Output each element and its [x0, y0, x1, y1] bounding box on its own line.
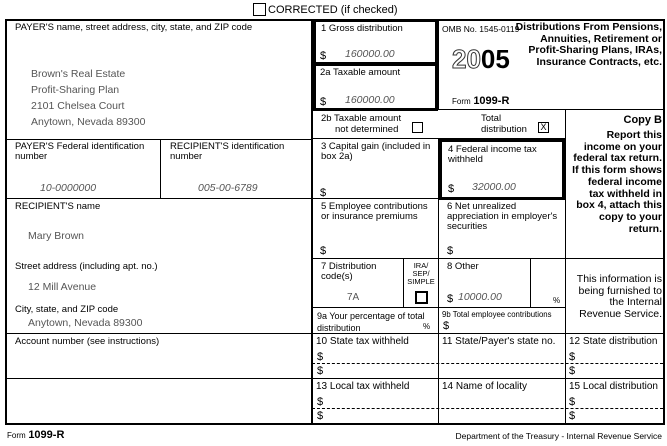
box11-label: 11 State/Payer's state no.: [442, 336, 556, 347]
payer-fed-id[interactable]: 10-0000000: [40, 182, 97, 194]
divider: [311, 19, 313, 423]
city-label: City, state, and ZIP code: [15, 304, 119, 315]
box2b-checkbox[interactable]: [412, 122, 423, 133]
box8-value[interactable]: 10000.00: [458, 291, 502, 303]
dollar-sign: $: [317, 410, 324, 422]
divider: [312, 258, 663, 259]
payer-label: PAYER'S name, street address, city, stat…: [15, 22, 253, 33]
footer-department: Department of the Treasury - Internal Re…: [455, 431, 662, 441]
year-prefix: 20: [452, 44, 482, 75]
box2b-label: not determined: [335, 124, 399, 135]
recipient-id-label: RECIPIENT'S identification number: [170, 141, 285, 162]
street-value[interactable]: 12 Mill Avenue: [28, 281, 97, 293]
dollar-sign: $: [317, 396, 324, 408]
divider: [5, 139, 312, 140]
omb-number: OMB No. 1545-0119: [442, 24, 520, 34]
dashed-divider: [312, 408, 663, 409]
dollar-sign: $: [569, 365, 576, 377]
divider: [530, 258, 531, 307]
box9b-label: 9b Total employee contributions: [442, 310, 552, 319]
recipient-name[interactable]: Mary Brown: [28, 230, 85, 242]
payer-fed-id-label: PAYER'S Federal identification number: [15, 141, 145, 162]
payer-line: 2101 Chelsea Court: [31, 100, 125, 112]
dollar-sign: $: [320, 187, 327, 199]
payer-line: Profit-Sharing Plan: [31, 84, 120, 96]
box4-label: 4 Federal income tax withheld: [448, 144, 537, 165]
dollar-sign: $: [317, 351, 324, 363]
dollar-sign: $: [448, 183, 455, 195]
form-label: Form 1099-R: [452, 95, 509, 107]
dashed-divider: [312, 363, 663, 364]
account-label: Account number (see instructions): [15, 336, 160, 347]
copy-title: Copy B: [623, 114, 663, 126]
tax-year: 2005: [452, 44, 510, 75]
city-value[interactable]: Anytown, Nevada 89300: [28, 317, 143, 329]
copy-instructions: Report this income on your federal tax r…: [572, 129, 662, 235]
box1-value[interactable]: 160000.00: [345, 48, 395, 60]
form-title: Distributions From Pensions, Annuities, …: [515, 21, 662, 68]
recipient-name-label: RECIPIENT'S name: [15, 201, 101, 212]
box8-label: 8 Other: [447, 261, 479, 272]
box5-label: 5 Employee contributions or insurance pr…: [321, 201, 428, 222]
divider: [5, 333, 663, 334]
payer-line: Brown's Real Estate: [31, 68, 126, 80]
divider: [312, 109, 663, 110]
box7-value[interactable]: 7A: [347, 292, 360, 303]
footer-form-label: Form 1099-R: [7, 429, 64, 441]
dollar-sign: $: [317, 365, 324, 377]
divider: [5, 378, 663, 379]
corrected-label: CORRECTED (if checked): [268, 4, 398, 16]
box9a-label: 9a Your percentage of total distribution: [317, 311, 425, 333]
form-name: 1099-R: [28, 429, 65, 441]
divider: [5, 198, 312, 199]
box2a-label: 2a Taxable amount: [320, 67, 401, 78]
divider: [438, 333, 439, 423]
divider: [565, 109, 566, 423]
box14-label: 14 Name of locality: [442, 381, 528, 392]
box10-label: 10 State tax withheld: [316, 336, 409, 347]
total-dist-checkbox[interactable]: X: [538, 122, 549, 133]
irs-note: This information is being furnished to t…: [576, 273, 662, 320]
box15-label: 15 Local distribution: [569, 381, 658, 392]
divider: [312, 198, 565, 199]
box1-label: 1 Gross distribution: [321, 23, 403, 34]
year-suffix: 05: [480, 44, 510, 74]
ira-sep-checkbox[interactable]: [415, 291, 428, 304]
dollar-sign: $: [569, 351, 576, 363]
form-prefix: Form: [452, 97, 471, 106]
dollar-sign: $: [320, 50, 327, 62]
box6-label: 6 Net unrealized appreciation in employe…: [447, 201, 558, 232]
dollar-sign: $: [569, 410, 576, 422]
box13-label: 13 Local tax withheld: [316, 381, 410, 392]
box8-percent: %: [553, 296, 561, 305]
dollar-sign: $: [320, 96, 327, 108]
dollar-sign: $: [320, 245, 327, 257]
dollar-sign: $: [569, 396, 576, 408]
dollar-sign: $: [447, 293, 454, 305]
ira-sep-label: IRA/ SEP/ SIMPLE: [407, 261, 435, 286]
form-name: 1099-R: [473, 95, 510, 107]
box2a-value[interactable]: 160000.00: [345, 94, 395, 106]
divider: [438, 19, 439, 110]
total-dist-label: distribution: [481, 124, 527, 135]
recipient-id[interactable]: 005-00-6789: [198, 182, 258, 194]
box3-label: 3 Capital gain (included in box 2a): [321, 141, 431, 162]
divider: [160, 139, 161, 198]
corrected-checkbox[interactable]: [253, 3, 266, 16]
street-label: Street address (including apt. no.): [15, 261, 158, 272]
total-dist-label: Total: [481, 113, 502, 124]
divider: [312, 307, 565, 308]
box7-label: 7 Distribution code(s): [321, 261, 377, 282]
divider: [403, 258, 404, 307]
divider: [438, 138, 439, 333]
box4-value[interactable]: 32000.00: [472, 181, 516, 193]
form-prefix: Form: [7, 431, 26, 440]
box9a-percent: %: [423, 322, 431, 331]
dollar-sign: $: [443, 320, 450, 332]
dollar-sign: $: [447, 245, 454, 257]
box2b-label: 2b Taxable amount: [321, 113, 402, 124]
payer-line: Anytown, Nevada 89300: [31, 116, 146, 128]
box12-label: 12 State distribution: [569, 336, 658, 347]
